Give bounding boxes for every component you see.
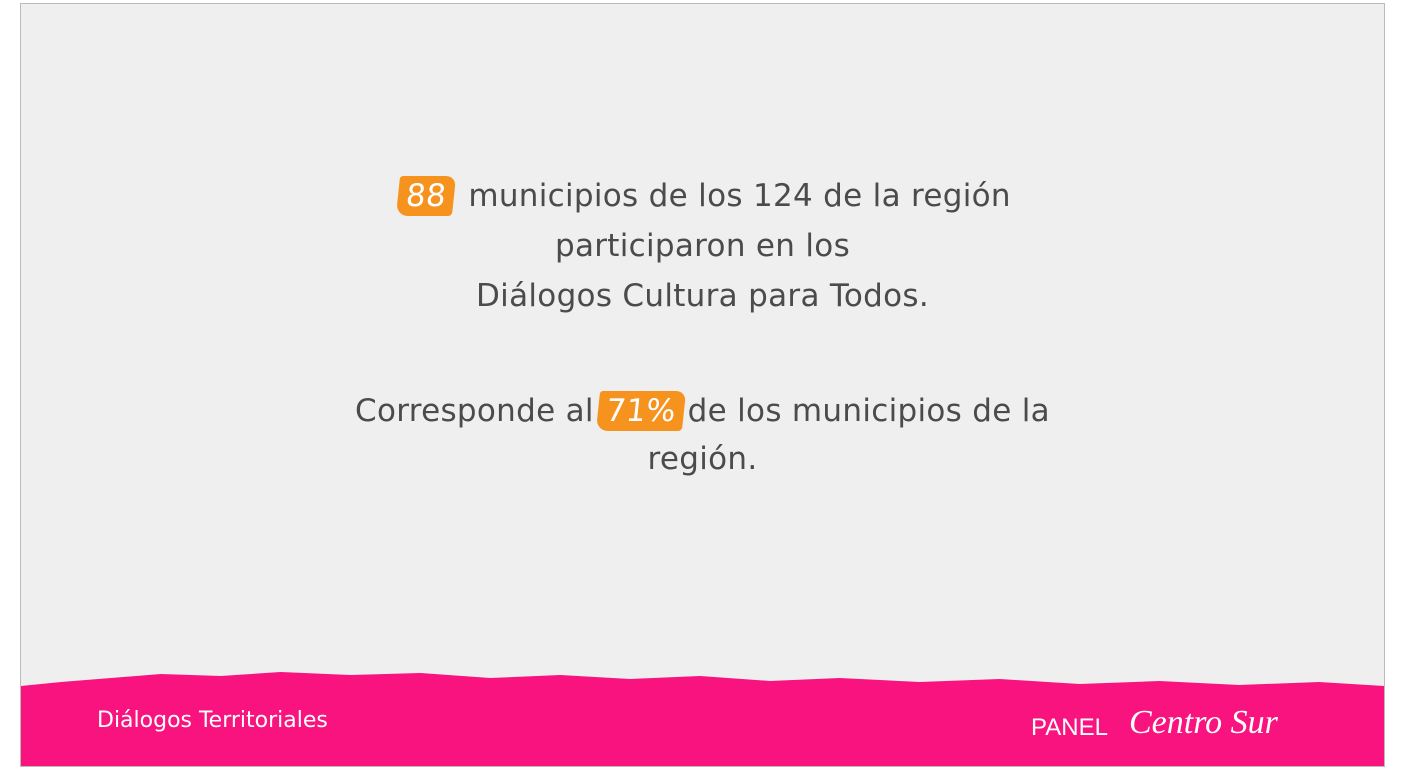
text: municipios de los 124 de la región xyxy=(468,178,1011,214)
highlight: 88 xyxy=(396,176,457,216)
line-1: 88 municipios de los 124 de la región xyxy=(21,176,1384,216)
footer-band xyxy=(21,672,1384,766)
footer-panel: PANEL xyxy=(1031,714,1108,741)
text: de los municipios de la xyxy=(687,393,1050,429)
line-4: Corresponde al 71% de los municipios de la xyxy=(21,391,1384,431)
line-2: participaron en los xyxy=(554,228,851,264)
footer-left: Diálogos Territoriales xyxy=(97,708,328,733)
text: Corresponde al xyxy=(355,393,594,429)
band-shape xyxy=(21,672,1384,766)
slide: 88 municipios de los 124 de la región pa… xyxy=(20,3,1385,767)
line-3: Diálogos Cultura para Todos. xyxy=(476,278,929,314)
footer-panel-name: Centro Sur xyxy=(1129,704,1278,741)
highlight: 71% xyxy=(595,391,686,431)
line-5: región. xyxy=(647,441,758,477)
